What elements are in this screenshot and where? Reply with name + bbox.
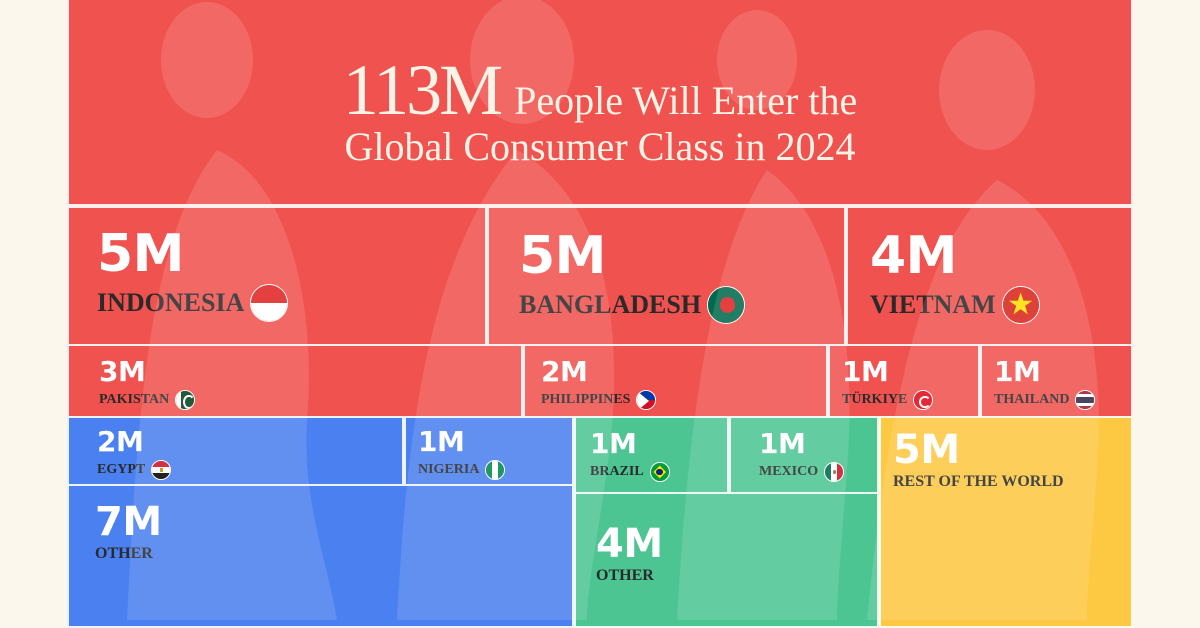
bangladesh-flag-icon [707,286,746,324]
treemap-tile-mexico-2: 1M MEXICO [729,416,879,494]
tile-value: 4M [870,226,957,286]
treemap-tile-brazil-2: 1M BRAZIL [574,416,729,494]
tile-value: 1M [418,425,465,458]
tile-label: EGYPT [97,460,172,480]
nigeria-flag-icon [485,460,506,480]
tile-label: PHILIPPINES [541,390,657,410]
tile-value: 1M [842,355,889,388]
treemap-tile-other-1: 7M OTHER [67,484,574,628]
thailand-flag-icon [1075,390,1096,410]
tile-label-text: PAKISTAN [99,392,170,407]
tile-label: VIETNAM ★ [870,286,1040,324]
tile-value: 2M [541,355,588,388]
treemap-tile-indonesia-0: 5M INDONESIA [67,206,487,346]
treemap-tile-bangladesh-0: 5M BANGLADESH [487,206,846,346]
tile-value: 5M [97,224,184,284]
title-highlight: 113M [342,50,503,130]
tile-label-text: BRAZIL [590,464,644,479]
tile-label: NIGERIA [418,460,506,480]
tile-label: INDONESIA [97,284,289,322]
vietnam-flag-icon: ★ [1001,286,1040,324]
tile-label-text: THAILAND [994,392,1070,407]
tile-value: 3M [99,355,146,388]
title-text-2: Global Consumer Class in 2024 [344,124,856,169]
chart-title: 113M People Will Enter the Global Consum… [67,0,1133,206]
tile-label-text: VIETNAM [870,290,996,319]
tile-label-text: EGYPT [97,462,146,477]
tile-label-text: REST OF THE WORLD [893,473,1064,490]
tile-label-text: MEXICO [759,464,819,479]
treemap-tile-thailand-0: 1M THAILAND [980,344,1133,418]
tile-label: OTHER [596,568,654,584]
tile-label-text: OTHER [596,567,654,584]
tile-label: PAKISTAN [99,390,196,410]
tile-label: REST OF THE WORLD [893,474,1064,490]
philippines-flag-icon [636,390,657,410]
treemap-tile-t-rkiye-0: 1M TÜRKIYE [828,344,980,418]
egypt-flag-icon [151,460,172,480]
tile-label: OTHER [95,546,153,562]
tile-value: 5M [519,226,606,286]
tile-label: MEXICO [759,462,845,482]
tile-value: 5M [893,427,960,473]
tile-label: THAILAND [994,390,1096,410]
title-line-1: 113M People Will Enter the [343,54,857,126]
title-text-1: People Will Enter the [514,78,858,123]
brazil-flag-icon [649,462,670,482]
tile-value: 2M [97,425,144,458]
tile-label-text: TÜRKIYE [842,392,908,407]
tile-label-text: INDONESIA [97,288,245,317]
tile-value: 1M [759,427,806,460]
tile-label-text: NIGERIA [418,462,480,477]
indonesia-flag-icon [250,284,289,322]
mexico-flag-icon [824,462,845,482]
treemap-tile-rest-of-the-world-3: 5M REST OF THE WORLD [879,416,1133,628]
tile-label: BRAZIL [590,462,670,482]
tile-value: 1M [590,427,637,460]
pakistan-flag-icon [175,390,196,410]
header-tile [67,0,1133,206]
tile-value: 1M [994,355,1041,388]
tile-value: 4M [596,521,663,567]
treemap-tile-philippines-0: 2M PHILIPPINES [523,344,828,418]
turkiye-flag-icon [913,390,934,410]
tile-label-text: PHILIPPINES [541,392,631,407]
tile-label: BANGLADESH [519,286,746,324]
tile-label-text: BANGLADESH [519,290,702,319]
treemap-tile-egypt-1: 2M EGYPT [67,416,404,486]
treemap-tile-pakistan-0: 3M PAKISTAN [67,344,523,418]
tile-label: TÜRKIYE [842,390,934,410]
tile-label-text: OTHER [95,545,153,562]
treemap-tile-other-2: 4M OTHER [574,492,879,628]
tile-value: 7M [95,499,162,545]
treemap-tile-vietnam-0: 4M VIETNAM ★ [846,206,1133,346]
treemap-tile-nigeria-1: 1M NIGERIA [404,416,574,486]
